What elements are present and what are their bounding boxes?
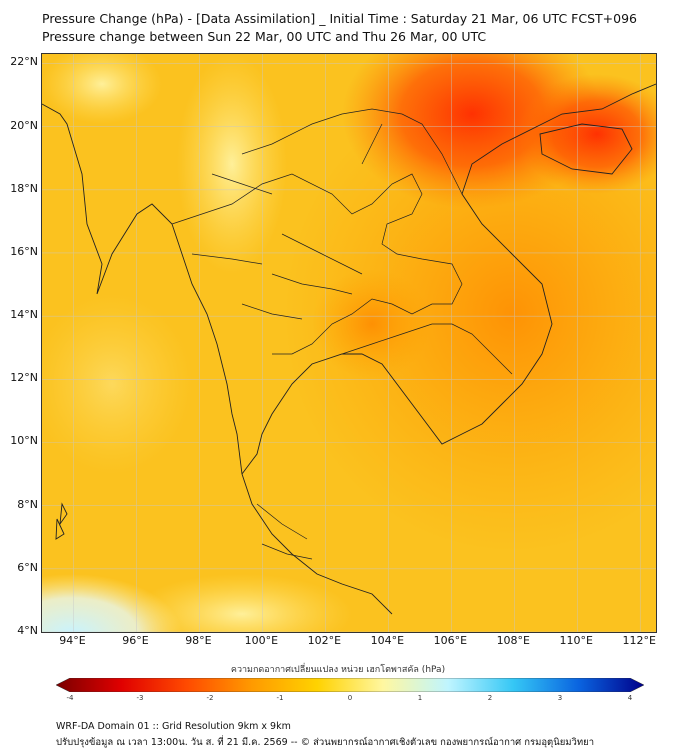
lat-label: 22°N: [10, 55, 38, 69]
colorbar-tick-label: -4: [66, 694, 74, 702]
colorbar-tick-label: 4: [627, 694, 633, 702]
lon-label: 108°E: [496, 634, 531, 647]
light-zone-nw: [42, 54, 162, 124]
lat-label: 18°N: [10, 181, 38, 195]
lon-label: 96°E: [122, 634, 149, 647]
colorbar-tick-label: 1: [417, 694, 423, 702]
lon-label: 112°E: [622, 634, 656, 647]
legend-title: ความกดอากาศเปลี่ยนแปลง หน่วย เฮกโตพาสคัล…: [230, 665, 446, 675]
light-zone-andaman: [42, 294, 192, 474]
colorbar-tick-label: 2: [487, 694, 493, 702]
lon-label: 98°E: [185, 634, 212, 647]
colorbar: [56, 678, 644, 692]
lat-label: 6°N: [17, 560, 38, 574]
pressure-change-map: [42, 54, 656, 632]
lon-label: 94°E: [59, 634, 86, 647]
colorbar-bar: [56, 678, 644, 692]
lon-label: 100°E: [244, 634, 279, 647]
graticule: [42, 54, 656, 632]
light-zone-south: [132, 574, 352, 632]
colorbar-tick-label: -3: [136, 694, 144, 702]
lat-label: 14°N: [10, 308, 38, 322]
lat-label: 12°N: [10, 371, 38, 385]
pressure-fall-zone-east: [282, 74, 656, 554]
coastlines: [42, 83, 656, 615]
footer-resolution: WRF-DA Domain 01 :: Grid Resolution 9km …: [56, 721, 291, 732]
lat-label: 4°N: [17, 624, 38, 637]
map-subtitle: Pressure change between Sun 22 Mar, 00 U…: [42, 29, 487, 44]
colorbar-tick-label: 0: [347, 694, 353, 702]
lat-label: 16°N: [10, 244, 38, 258]
country-borders: [171, 108, 513, 560]
lon-label: 104°E: [370, 634, 405, 647]
pressure-fall-max-northeast: [517, 74, 656, 194]
map-title: Pressure Change (hPa) - [Data Assimilati…: [42, 11, 637, 26]
pressure-fall-zone-gulf: [312, 269, 432, 379]
footer-credit: ปรับปรุงข้อมูล ณ เวลา 13:00น. วัน ส. ที่…: [56, 737, 595, 748]
colorbar-tick-label: -2: [206, 694, 214, 702]
light-zone-myanmar: [177, 54, 287, 274]
lat-label: 20°N: [10, 118, 38, 132]
colorbar-tick-label: -1: [276, 694, 284, 702]
pressure-rise-zone-sw: [42, 574, 182, 632]
lon-label: 110°E: [559, 634, 593, 647]
lon-label: 102°E: [307, 634, 342, 647]
map-frame: [41, 53, 657, 633]
colorbar-tick-label: 3: [557, 694, 563, 702]
lat-label: 10°N: [10, 434, 38, 448]
lon-label: 106°E: [433, 634, 468, 647]
lat-label: 8°N: [17, 497, 38, 511]
